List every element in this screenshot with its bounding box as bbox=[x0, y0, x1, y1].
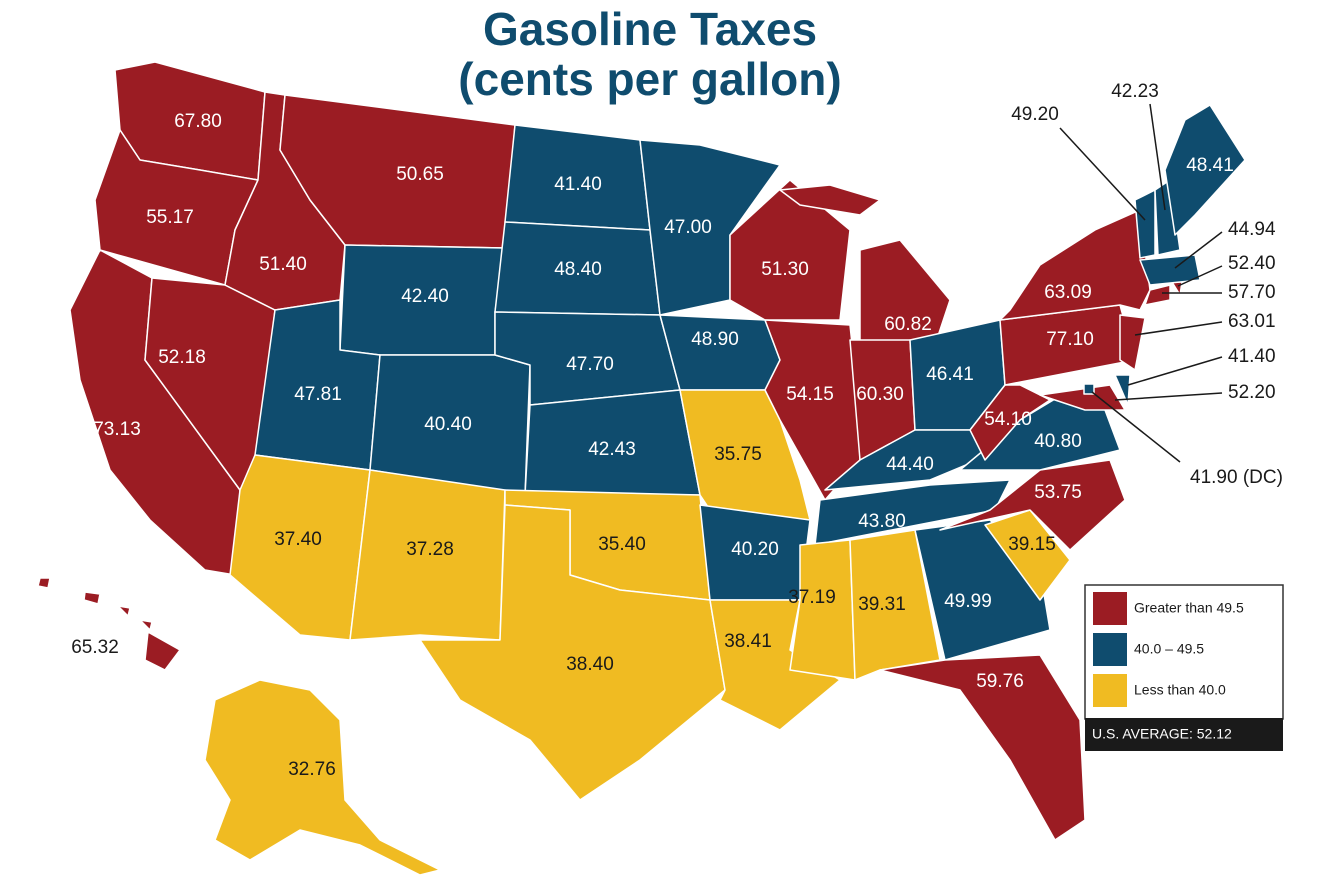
value-label: 52.18 bbox=[158, 347, 206, 368]
value-label: 59.76 bbox=[976, 671, 1024, 692]
value-label: 54.15 bbox=[786, 384, 834, 405]
value-label: 37.40 bbox=[274, 529, 322, 550]
value-label: 63.09 bbox=[1044, 282, 1092, 303]
value-label: 37.19 bbox=[788, 587, 836, 608]
state bbox=[999, 209, 1151, 321]
state bbox=[139, 619, 153, 631]
value-label: 49.99 bbox=[944, 591, 992, 612]
legend-swatch bbox=[1093, 674, 1127, 707]
value-label: 57.70 bbox=[1228, 282, 1276, 303]
value-label: 40.40 bbox=[424, 414, 472, 435]
leader-line bbox=[1134, 321, 1223, 336]
legend-swatch bbox=[1093, 592, 1127, 625]
value-label: 52.20 bbox=[1228, 382, 1276, 403]
value-label: 55.17 bbox=[146, 207, 194, 228]
value-label: 47.81 bbox=[294, 384, 342, 405]
value-label: 48.41 bbox=[1186, 155, 1234, 176]
state bbox=[1114, 374, 1131, 406]
average-label: U.S. AVERAGE: 52.12 bbox=[1092, 726, 1232, 742]
value-label: 46.41 bbox=[926, 364, 974, 385]
legend-label: Greater than 49.5 bbox=[1134, 600, 1244, 616]
state bbox=[1139, 254, 1201, 286]
value-label: 40.20 bbox=[731, 539, 779, 560]
state bbox=[117, 605, 131, 617]
value-label: 44.40 bbox=[886, 454, 934, 475]
state bbox=[349, 469, 506, 641]
value-label: 40.80 bbox=[1034, 431, 1082, 452]
state bbox=[789, 539, 856, 681]
labels: 67.80 55.17 73.13 52.18 51.40 50.65 42.40 47.81… bbox=[71, 81, 1283, 780]
state bbox=[1134, 189, 1156, 259]
legend-label: Less than 40.0 bbox=[1134, 682, 1226, 698]
leader-line bbox=[1127, 356, 1223, 386]
state bbox=[729, 179, 851, 321]
value-label: 39.31 bbox=[858, 594, 906, 615]
leader-line bbox=[1174, 231, 1223, 269]
value-label: 53.75 bbox=[1034, 482, 1082, 503]
state bbox=[659, 314, 781, 391]
state bbox=[939, 459, 1126, 551]
state bbox=[859, 239, 951, 346]
leader-line bbox=[1059, 127, 1146, 221]
states bbox=[37, 61, 1246, 876]
legend-label: 40.0 – 49.5 bbox=[1134, 641, 1204, 657]
state bbox=[83, 591, 101, 605]
value-label: 41.40 bbox=[1228, 346, 1276, 367]
state bbox=[1144, 284, 1171, 306]
value-label: 35.75 bbox=[714, 444, 762, 465]
leader-line bbox=[1177, 265, 1223, 287]
value-label: 39.15 bbox=[1008, 534, 1056, 555]
value-label: 41.40 bbox=[554, 174, 602, 195]
value-label: 73.13 bbox=[93, 419, 141, 440]
leader-line bbox=[1091, 391, 1181, 463]
value-label: 42.43 bbox=[588, 439, 636, 460]
value-label: 60.30 bbox=[856, 384, 904, 405]
value-label: 37.28 bbox=[406, 539, 454, 560]
value-label: 48.90 bbox=[691, 329, 739, 350]
leader-line bbox=[1114, 392, 1223, 401]
state bbox=[779, 184, 881, 216]
value-label: 47.00 bbox=[664, 217, 712, 238]
state bbox=[1164, 104, 1246, 236]
value-label: 51.40 bbox=[259, 254, 307, 275]
state bbox=[204, 679, 441, 876]
state bbox=[984, 509, 1071, 601]
value-label: 47.70 bbox=[566, 354, 614, 375]
state bbox=[1154, 179, 1181, 256]
value-label: 49.20 bbox=[1011, 104, 1059, 125]
value-label: 43.80 bbox=[858, 511, 906, 532]
value-label: 44.94 bbox=[1228, 219, 1276, 240]
value-label: 38.41 bbox=[724, 631, 772, 652]
value-label: 48.40 bbox=[554, 259, 602, 280]
state bbox=[37, 577, 51, 589]
value-label: 32.76 bbox=[288, 759, 336, 780]
value-label: 63.01 bbox=[1228, 311, 1276, 332]
value-label: 77.10 bbox=[1046, 329, 1094, 350]
value-label: 52.40 bbox=[1228, 253, 1276, 274]
value-label: 42.40 bbox=[401, 286, 449, 307]
state bbox=[419, 504, 726, 801]
value-label: 67.80 bbox=[174, 111, 222, 132]
value-label: 38.40 bbox=[566, 654, 614, 675]
state bbox=[144, 631, 181, 671]
value-label: 35.40 bbox=[598, 534, 646, 555]
value-label: 60.82 bbox=[884, 314, 932, 335]
state bbox=[1119, 314, 1146, 371]
legend-swatch bbox=[1093, 633, 1127, 666]
value-label: 51.30 bbox=[761, 259, 809, 280]
leader-line bbox=[1149, 103, 1166, 211]
average-bar bbox=[1085, 718, 1283, 751]
value-label: 50.65 bbox=[396, 164, 444, 185]
value-label: 42.23 bbox=[1111, 81, 1159, 102]
legend: U.S. AVERAGE: 52.12 Greater than 49.5 40.… bbox=[1084, 584, 1284, 751]
state bbox=[879, 654, 1086, 841]
map-subtitle: (cents per gallon) bbox=[458, 53, 841, 105]
value-label: 54.10 bbox=[984, 409, 1032, 430]
value-label: 41.90 (DC) bbox=[1190, 467, 1283, 488]
map-title: Gasoline Taxes bbox=[483, 3, 817, 55]
state bbox=[369, 354, 531, 496]
value-label: 65.32 bbox=[71, 637, 119, 658]
